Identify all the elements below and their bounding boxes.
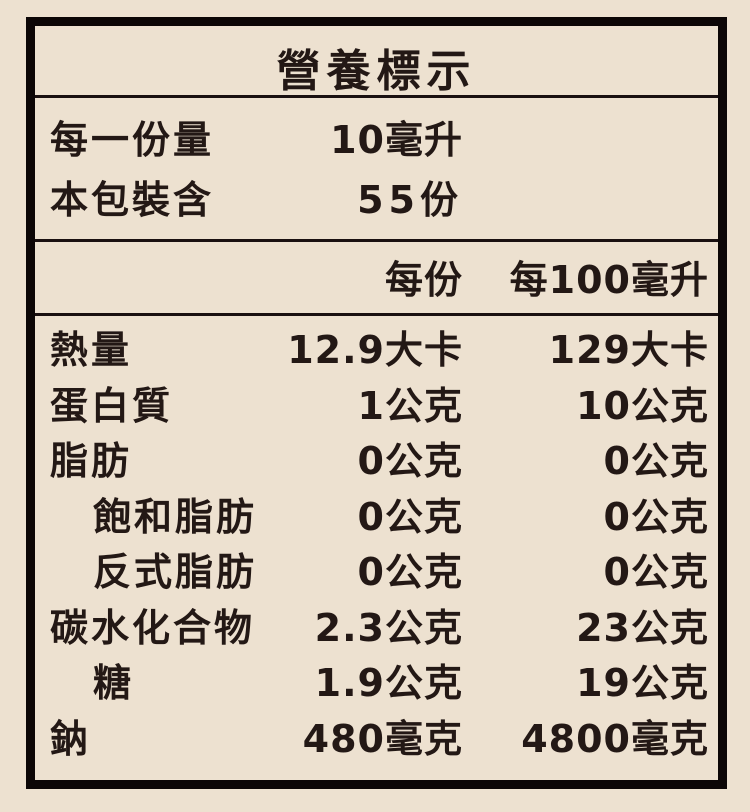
nutrient-per-100ml: 129大卡 [548,328,709,372]
nutrient-per-100ml: 4800毫克 [521,716,709,761]
nutrient-per-100ml: 0公克 [603,439,709,483]
nutrient-per-100ml: 10公克 [576,383,709,428]
nutrient-name: 碳水化合物 [50,605,256,650]
serving-size-value: 10毫升 [330,118,463,162]
nutrient-per-100ml: 0公克 [603,550,709,594]
nutrient-per-serving: 12.9大卡 [287,328,463,372]
nutrient-name: 鈉 [50,716,92,761]
nutrient-per-serving: 1公克 [357,383,463,428]
nutrient-name: 糖 [93,661,135,705]
divider [35,95,718,98]
divider [35,313,718,316]
nutrient-name: 熱量 [50,328,133,372]
servings-per-package-label: 本包裝含 [50,178,215,222]
divider [35,239,718,242]
nutrition-label: 營養標示 每一份量 10毫升 本包裝含 55份 每份 每100毫升 熱量 12.9… [26,17,727,789]
nutrient-per-serving: 0公克 [357,439,463,483]
column-header-per-100ml: 每100毫升 [509,258,709,302]
nutrient-name: 蛋白質 [50,383,174,428]
nutrient-per-100ml: 0公克 [603,494,709,539]
nutrient-per-serving: 480毫克 [302,716,463,761]
nutrient-per-serving: 0公克 [357,494,463,539]
servings-per-package-value: 55份 [357,178,463,222]
nutrient-per-100ml: 23公克 [576,605,709,650]
nutrient-per-100ml: 19公克 [576,661,709,705]
nutrient-per-serving: 2.3公克 [314,605,463,650]
label-title: 營養標示 [276,46,477,97]
nutrient-per-serving: 1.9公克 [314,661,463,705]
column-header-per-serving: 每份 [384,258,463,302]
nutrient-name: 脂肪 [50,439,133,483]
nutrient-per-serving: 0公克 [357,550,463,594]
serving-size-label: 每一份量 [50,118,215,162]
nutrient-name: 飽和脂肪 [93,494,258,539]
nutrient-name: 反式脂肪 [93,550,258,594]
